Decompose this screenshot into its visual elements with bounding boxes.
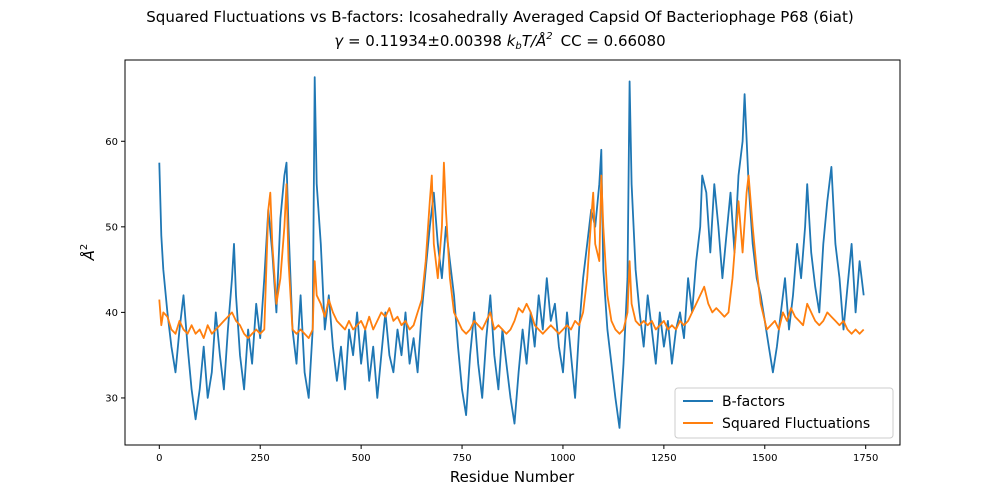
y-tick-label: 50 <box>105 222 118 233</box>
x-tick-label: 750 <box>452 453 471 464</box>
legend-label-squared-fluctuations: Squared Fluctuations <box>722 416 870 432</box>
y-axis-label: Å2 <box>79 244 98 262</box>
subtitle-gamma: γ <box>334 32 344 50</box>
subtitle-unit-rest: T/Å <box>522 31 546 50</box>
y-tick-label: 30 <box>105 393 118 404</box>
subtitle-cc: CC = 0.66080 <box>561 32 666 50</box>
x-tick-label: 500 <box>352 453 371 464</box>
legend-box <box>674 387 894 439</box>
x-tick-label: 250 <box>251 453 270 464</box>
chart-subtitle: γ = 0.11934±0.00398 kbT/Å2 CC = 0.66080 <box>334 31 665 52</box>
series-line-squared-fluctuations <box>158 161 865 340</box>
subtitle-gamma-value: = 0.11934±0.00398 <box>343 32 507 50</box>
y-axis-label-sup: 2 <box>79 244 90 250</box>
subtitle-unit-k: k <box>507 32 517 50</box>
series-lines <box>158 76 865 429</box>
x-axis-ticks: 0 250 500 750 1000 1250 1500 1750 <box>156 445 878 464</box>
chart-title: Squared Fluctuations vs B-factors: Icosa… <box>146 8 853 26</box>
x-tick-label: 0 <box>156 453 162 464</box>
x-tick-label: 1000 <box>550 453 575 464</box>
legend-label-b-factors: B-factors <box>722 394 785 410</box>
subtitle-unit-sup: 2 <box>546 31 552 42</box>
y-tick-label: 60 <box>105 137 118 148</box>
x-tick-label: 1250 <box>651 453 676 464</box>
x-tick-label: 1500 <box>752 453 777 464</box>
legend: B-factors Squared Fluctuations <box>674 387 894 439</box>
subtitle-unit-sub: b <box>515 41 521 52</box>
y-axis-ticks: 30 40 50 60 <box>105 137 125 404</box>
x-axis-label: Residue Number <box>450 468 575 486</box>
plot-frame <box>124 59 901 446</box>
y-tick-label: 40 <box>105 308 118 319</box>
y-axis-label-unit: Å <box>79 250 98 261</box>
x-tick-label: 1750 <box>853 453 878 464</box>
